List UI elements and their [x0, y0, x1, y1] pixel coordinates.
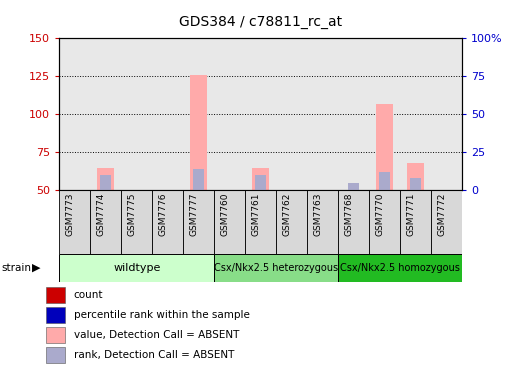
Bar [45, 347, 65, 363]
Text: GSM7774: GSM7774 [97, 192, 106, 236]
Text: GSM7768: GSM7768 [345, 192, 353, 236]
Text: Csx/Nkx2.5 heterozygous: Csx/Nkx2.5 heterozygous [214, 263, 338, 273]
Text: GSM7761: GSM7761 [252, 192, 261, 236]
Bar [190, 75, 207, 190]
Bar [45, 287, 65, 303]
Bar [245, 190, 276, 254]
Text: GSM7762: GSM7762 [283, 192, 292, 236]
Bar [400, 190, 431, 254]
Bar [45, 327, 65, 343]
Bar [90, 190, 121, 254]
Bar [121, 190, 152, 254]
Bar [376, 104, 393, 190]
Bar [276, 190, 307, 254]
Bar [214, 190, 245, 254]
Bar [379, 172, 390, 190]
Text: GDS384 / c78811_rc_at: GDS384 / c78811_rc_at [179, 15, 342, 29]
Text: ▶: ▶ [32, 263, 40, 273]
Text: GSM7763: GSM7763 [314, 192, 322, 236]
Text: strain: strain [1, 263, 31, 273]
Bar [152, 190, 183, 254]
Bar [45, 307, 65, 323]
Text: rank, Detection Call = ABSENT: rank, Detection Call = ABSENT [74, 350, 234, 360]
Text: GSM7771: GSM7771 [407, 192, 415, 236]
Text: value, Detection Call = ABSENT: value, Detection Call = ABSENT [74, 330, 239, 340]
Bar [97, 168, 115, 190]
Text: count: count [74, 290, 103, 300]
Text: GSM7775: GSM7775 [128, 192, 137, 236]
Text: GSM7776: GSM7776 [159, 192, 168, 236]
Text: GSM7777: GSM7777 [190, 192, 199, 236]
Bar [59, 254, 214, 282]
Bar [183, 190, 214, 254]
Bar [255, 175, 266, 190]
Text: percentile rank within the sample: percentile rank within the sample [74, 310, 250, 320]
Bar [214, 254, 338, 282]
Text: GSM7760: GSM7760 [221, 192, 230, 236]
Text: GSM7770: GSM7770 [376, 192, 384, 236]
Bar [100, 175, 111, 190]
Text: GSM7773: GSM7773 [66, 192, 75, 236]
Bar [59, 190, 90, 254]
Text: GSM7772: GSM7772 [438, 192, 446, 236]
Bar [307, 190, 338, 254]
Bar [431, 190, 462, 254]
Bar [407, 163, 424, 190]
Bar [369, 190, 400, 254]
Text: Csx/Nkx2.5 homozygous: Csx/Nkx2.5 homozygous [340, 263, 460, 273]
Bar [252, 168, 269, 190]
Bar [410, 178, 421, 190]
Bar [338, 254, 462, 282]
Bar [348, 183, 359, 190]
Bar [338, 190, 369, 254]
Bar [194, 169, 204, 190]
Text: wildtype: wildtype [113, 263, 160, 273]
